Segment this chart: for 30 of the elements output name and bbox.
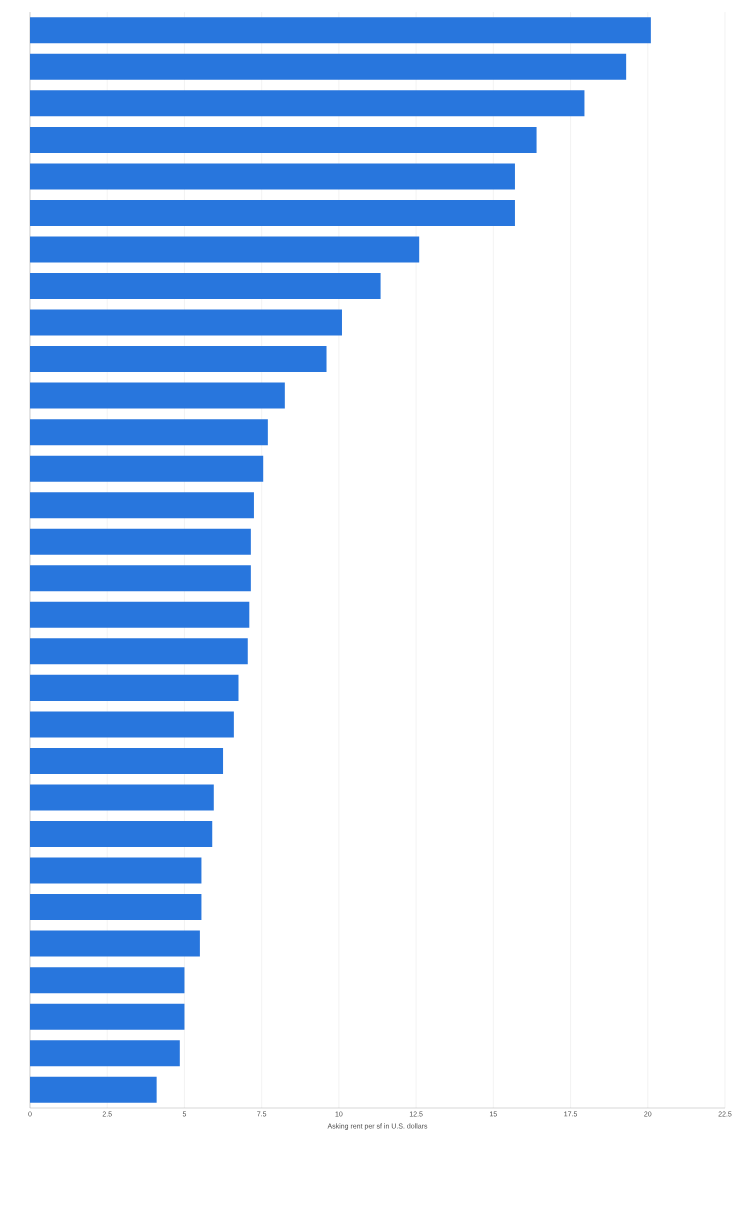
bar	[30, 638, 248, 665]
bar	[30, 784, 214, 811]
bar	[30, 565, 251, 592]
bar	[30, 236, 420, 263]
bar	[30, 17, 651, 44]
bar	[30, 126, 537, 153]
bar	[30, 1076, 157, 1103]
bar	[30, 53, 627, 80]
bar	[30, 455, 264, 482]
bar	[30, 346, 327, 373]
bar	[30, 894, 202, 921]
bar	[30, 601, 250, 628]
bar	[30, 967, 185, 994]
bar	[30, 309, 342, 336]
bar	[30, 1040, 180, 1067]
bar	[30, 857, 202, 884]
bar	[30, 419, 268, 446]
bar	[30, 821, 213, 848]
bar	[30, 90, 585, 117]
bar	[30, 930, 200, 957]
bar	[30, 492, 254, 519]
bar	[30, 674, 239, 701]
bar	[30, 1003, 185, 1030]
bar	[30, 273, 381, 300]
bar	[30, 163, 515, 190]
bar	[30, 711, 234, 738]
bar	[30, 528, 251, 555]
bar	[30, 747, 224, 774]
bar	[30, 199, 515, 226]
bar	[30, 382, 285, 409]
